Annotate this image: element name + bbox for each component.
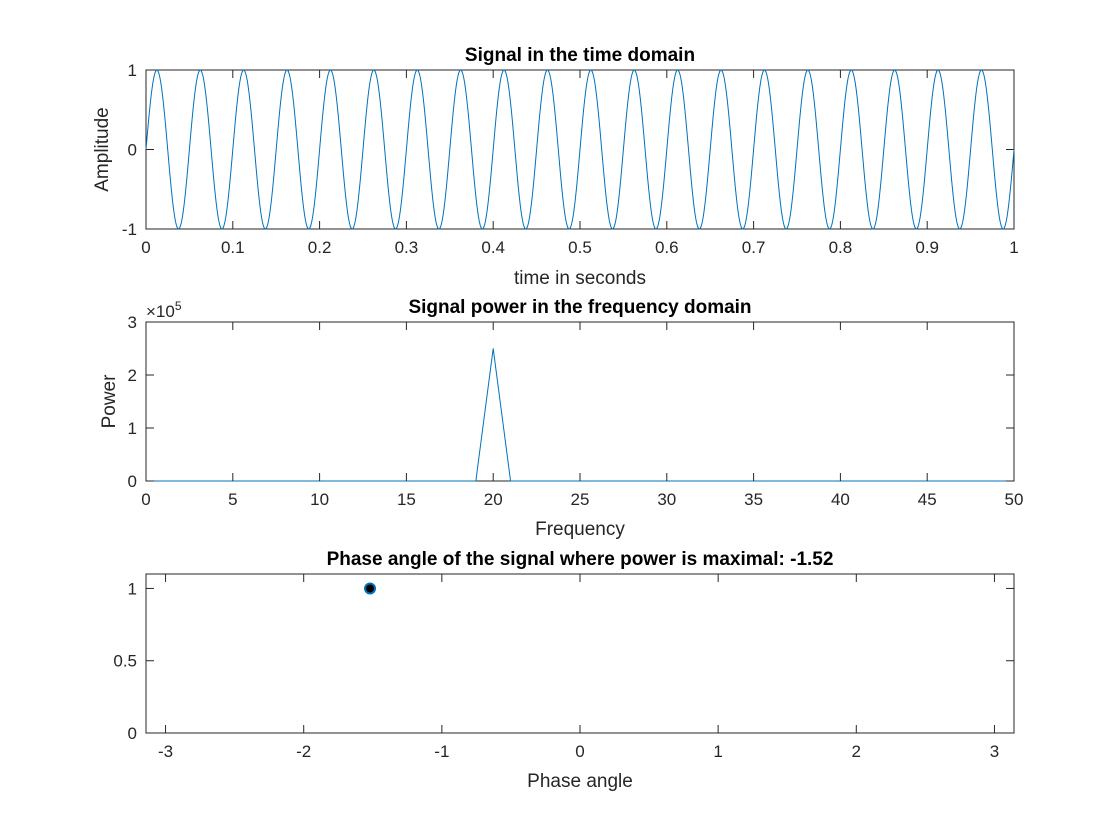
ticks-phase-angle: -3 -2 -1 0 1 2 3 0 0.5 1 xyxy=(113,574,1014,761)
ytick-label: 2 xyxy=(128,366,137,385)
xtick-label: 3 xyxy=(990,742,999,761)
xtick-label: 0.9 xyxy=(915,238,939,257)
xtick-label: 20 xyxy=(484,490,503,509)
subplot-phase-angle: -3 -2 -1 0 1 2 3 0 0.5 1 Phase angle of the signa… xyxy=(113,549,1015,792)
ticks-time-domain: 0 0.1 0.2 0.3 0.4 0.5 0.6 0.7 0.8 0.9 1-101 xyxy=(122,61,1019,257)
xtick-label: 1 xyxy=(713,742,722,761)
ytick-label: -1 xyxy=(122,220,137,239)
xtick-label: 2 xyxy=(852,742,861,761)
title-phase-angle: Phase angle of the signal where power is… xyxy=(327,549,834,570)
xtick-label: 0.5 xyxy=(568,238,592,257)
xtick-label: -3 xyxy=(158,742,173,761)
xtick-label: 50 xyxy=(1005,490,1024,509)
xlabel-frequency-domain: Frequency xyxy=(535,519,625,540)
xtick-label: 10 xyxy=(310,490,329,509)
plot-area-time-domain xyxy=(145,69,1015,230)
plot-area-phase-angle xyxy=(364,582,377,595)
xtick-label: 15 xyxy=(397,490,416,509)
xtick-label: 35 xyxy=(744,490,763,509)
ytick-label: 0 xyxy=(128,472,137,491)
xtick-label: 1 xyxy=(1009,238,1018,257)
scatter-point xyxy=(364,582,377,595)
xtick-label: 0.3 xyxy=(395,238,419,257)
xtick-label: 5 xyxy=(228,490,237,509)
ytick-label: 1 xyxy=(128,579,137,598)
ytick-label: 3 xyxy=(128,313,137,332)
axes-frequency-domain xyxy=(145,321,1015,482)
xtick-label: 0 xyxy=(141,490,150,509)
series-line-time-domain xyxy=(145,69,1015,230)
ytick-label: 0.5 xyxy=(113,652,137,671)
y-exponent-frequency-domain: ×105 xyxy=(146,299,182,321)
xtick-label: -2 xyxy=(296,742,311,761)
title-frequency-domain: Signal power in the frequency domain xyxy=(408,297,751,318)
xlabel-time-domain: time in seconds xyxy=(514,268,646,289)
xtick-label: 40 xyxy=(831,490,850,509)
y-exponent-base: ×10 xyxy=(146,302,175,321)
xtick-label: 0.6 xyxy=(655,238,679,257)
xtick-label: 0.4 xyxy=(481,238,505,257)
xtick-label: 45 xyxy=(918,490,937,509)
title-time-domain: Signal in the time domain xyxy=(465,45,695,66)
ylabel-frequency-domain: Power xyxy=(99,374,120,429)
xtick-label: 0.8 xyxy=(829,238,853,257)
ytick-label: 0 xyxy=(128,141,137,160)
xtick-label: 30 xyxy=(657,490,676,509)
xtick-label: -1 xyxy=(434,742,449,761)
xtick-label: 0 xyxy=(575,742,584,761)
axes-phase-angle xyxy=(145,573,1015,734)
subplot-time-domain: 0 0.1 0.2 0.3 0.4 0.5 0.6 0.7 0.8 0.9 1-101 Signal… xyxy=(92,45,1019,289)
xtick-label: 0.2 xyxy=(308,238,332,257)
ylabel-time-domain: Amplitude xyxy=(92,107,113,192)
ticks-frequency-domain: 0 5 10 15 20 25 30 35 40 45 50 0 1 2 3 xyxy=(128,313,1024,509)
xtick-label: 0.7 xyxy=(742,238,766,257)
ytick-label: 1 xyxy=(128,419,137,438)
ytick-label: 0 xyxy=(128,724,137,743)
y-exponent-power: 5 xyxy=(175,299,182,313)
xlabel-phase-angle: Phase angle xyxy=(527,771,633,792)
ytick-label: 1 xyxy=(128,61,137,80)
xtick-label: 0.1 xyxy=(221,238,245,257)
xtick-label: 0 xyxy=(141,238,150,257)
xtick-label: 25 xyxy=(571,490,590,509)
